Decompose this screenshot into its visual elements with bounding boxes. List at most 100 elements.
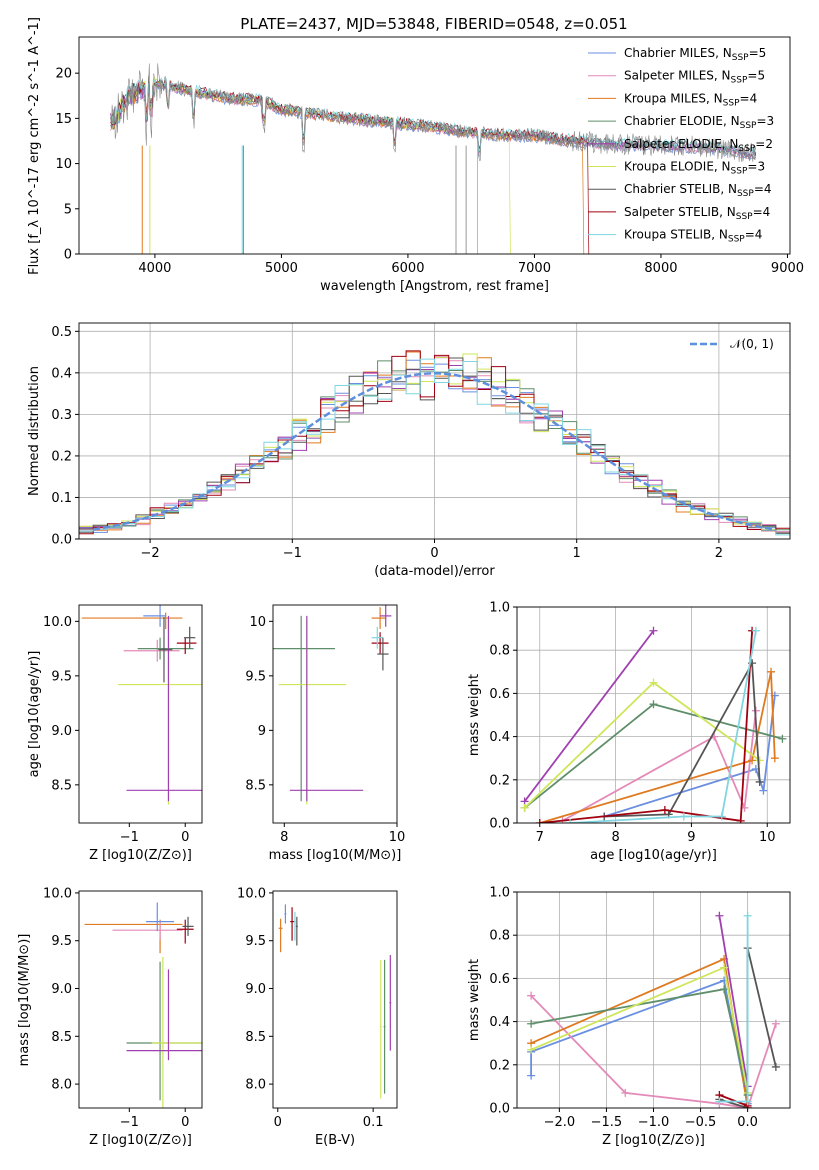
y-tick-label: 8.0: [245, 1078, 266, 1093]
x-tick-label: −1.0: [638, 1115, 670, 1130]
x-tick-label: 10: [759, 830, 776, 845]
x-tick-label: 0: [274, 1115, 282, 1130]
legend-label: Chabrier ELODIE, NSSP=3: [624, 114, 774, 131]
plot-area: [273, 605, 392, 805]
x-axis-label: Z [log10(Z/Z⊙)]: [602, 1133, 705, 1148]
y-tick-label: 0.4: [489, 730, 510, 745]
legend-label: Salpeter STELIB, NSSP=4: [624, 205, 770, 222]
x-axis-label: age [log10(age/yr)]: [590, 848, 717, 863]
series-point: [527, 1071, 536, 1080]
y-tick-label: 0.2: [489, 1058, 510, 1073]
y-tick-label: 9: [258, 724, 266, 739]
series-point: [751, 626, 760, 635]
axes-frame: [272, 890, 398, 1109]
x-axis-label: wavelength [Angstrom, rest frame]: [320, 279, 549, 294]
x-axis-label: mass [log10(M/M⊙)]: [269, 848, 402, 863]
series-point: [527, 991, 536, 1000]
gaussian-curve: [92, 372, 777, 531]
series-point: [720, 963, 729, 972]
residual-histogram-axes: −2 −1 0 1 2 0.0 0.1 0.2 0.3 0.4 0.5 (data-model)/er…: [27, 322, 791, 579]
legend-label: Kroupa STELIB, NSSP=4: [624, 228, 762, 245]
y-tick-label: 0.6: [489, 972, 510, 987]
plot-area: [79, 350, 790, 536]
series-point: [679, 812, 688, 821]
massweight-vs-metallicity-axes: −2.0 −1.5 −1.0 −0.5 0.0 0.0 0.2 0.4 0.6 0.8 1.0 Z […: [467, 886, 791, 1148]
y-tick-label: 10.0: [237, 886, 266, 901]
series-line: [530, 988, 749, 1096]
series-line: [530, 957, 749, 1108]
x-tick-label: 0: [430, 546, 438, 561]
y-tick-label: 5: [64, 202, 72, 217]
histogram-step-line: [79, 358, 790, 536]
y-tick-label: 9.5: [245, 934, 266, 949]
legend-label: Chabrier MILES, NSSP=5: [624, 46, 766, 63]
spectrum-model-line: [110, 74, 511, 254]
y-tick-label: 10.0: [43, 615, 72, 630]
series-line: [523, 630, 655, 802]
legend-label: Salpeter ELODIE, NSSP=2: [624, 137, 773, 154]
legend-label: Chabrier STELIB, NSSP=4: [624, 182, 772, 199]
y-axis-label: age [log10(age/yr)]: [27, 651, 42, 778]
x-tick-label: 1: [573, 546, 581, 561]
x-axis-label: (data-model)/error: [374, 564, 495, 579]
y-axis-label: Flux [f_λ 10^-17 erg cm^-2 s^-1 A^-1]: [27, 17, 42, 275]
series-point: [520, 803, 529, 812]
y-tick-label: 9.5: [51, 669, 72, 684]
y-tick-label: 0: [64, 248, 72, 263]
series-point: [770, 754, 779, 763]
axes-frame: [78, 36, 791, 255]
plot-area: [110, 63, 757, 254]
x-tick-label: 5000: [265, 261, 298, 276]
series-line: [539, 630, 753, 823]
x-tick-label: 0.1: [363, 1115, 384, 1130]
series-point: [743, 911, 752, 920]
x-tick-label: 6000: [391, 261, 424, 276]
spectrum-model-line: [110, 79, 585, 254]
y-tick-label: 20: [55, 67, 72, 82]
series-line: [530, 979, 749, 1104]
y-tick-label: 0.5: [51, 325, 72, 340]
series-point: [717, 812, 726, 821]
series-point: [755, 756, 764, 765]
x-axis-label: E(B-V): [315, 1133, 355, 1148]
y-tick-label: 9.0: [51, 724, 72, 739]
figure-title: PLATE=2437, MJD=53848, FIBERID=0548, z=0…: [240, 15, 627, 33]
series-point: [743, 1097, 752, 1106]
y-tick-label: 0.0: [51, 533, 72, 548]
x-tick-label: −0.5: [685, 1115, 717, 1130]
y-tick-label: 8.5: [51, 778, 72, 793]
spectrum-legend: Chabrier MILES, NSSP=5 Salpeter MILES, NS…: [588, 46, 774, 245]
axes-frame: [516, 606, 791, 824]
massweight-vs-age-axes: 7 8 9 10 0.0 0.2 0.4 0.6 0.8 1.0 age [log10(age/yr…: [467, 601, 791, 863]
x-tick-label: 0: [181, 830, 189, 845]
plot-area: [520, 626, 787, 823]
axes-frame: [78, 322, 791, 540]
series-point: [767, 667, 776, 676]
y-tick-label: 0.8: [489, 644, 510, 659]
y-tick-label: 0.4: [489, 1015, 510, 1030]
series-point: [771, 1062, 780, 1071]
y-axis-label: mass weight: [467, 674, 482, 756]
x-axis-label: Z [log10(Z/Z⊙)]: [89, 1133, 192, 1148]
histogram-legend: 𝒩(0, 1): [690, 337, 774, 351]
y-axis-label: mass [log10(M/M⊙)]: [17, 934, 32, 1067]
x-tick-label: 9000: [771, 261, 804, 276]
x-tick-label: 8: [280, 830, 288, 845]
y-tick-label: 10: [55, 157, 72, 172]
series-point: [535, 819, 544, 823]
y-tick-label: 0.4: [51, 366, 72, 381]
series-point: [660, 806, 669, 815]
y-tick-label: 9.0: [245, 982, 266, 997]
series-line: [570, 630, 757, 823]
y-tick-label: 8.5: [51, 1030, 72, 1045]
series-line: [604, 660, 761, 818]
y-tick-label: 8.5: [245, 1030, 266, 1045]
series-point: [748, 756, 757, 765]
mass-vs-metallicity-axes: −1 0 8.0 8.5 9.0 9.5 10.0 Z [log10(Z/Z⊙)] mass […: [17, 886, 203, 1148]
axes-frame: [78, 890, 203, 1109]
x-tick-label: 8: [611, 830, 619, 845]
y-tick-label: 8.0: [51, 1078, 72, 1093]
y-tick-label: 0.3: [51, 408, 72, 423]
series-point: [527, 1045, 536, 1054]
